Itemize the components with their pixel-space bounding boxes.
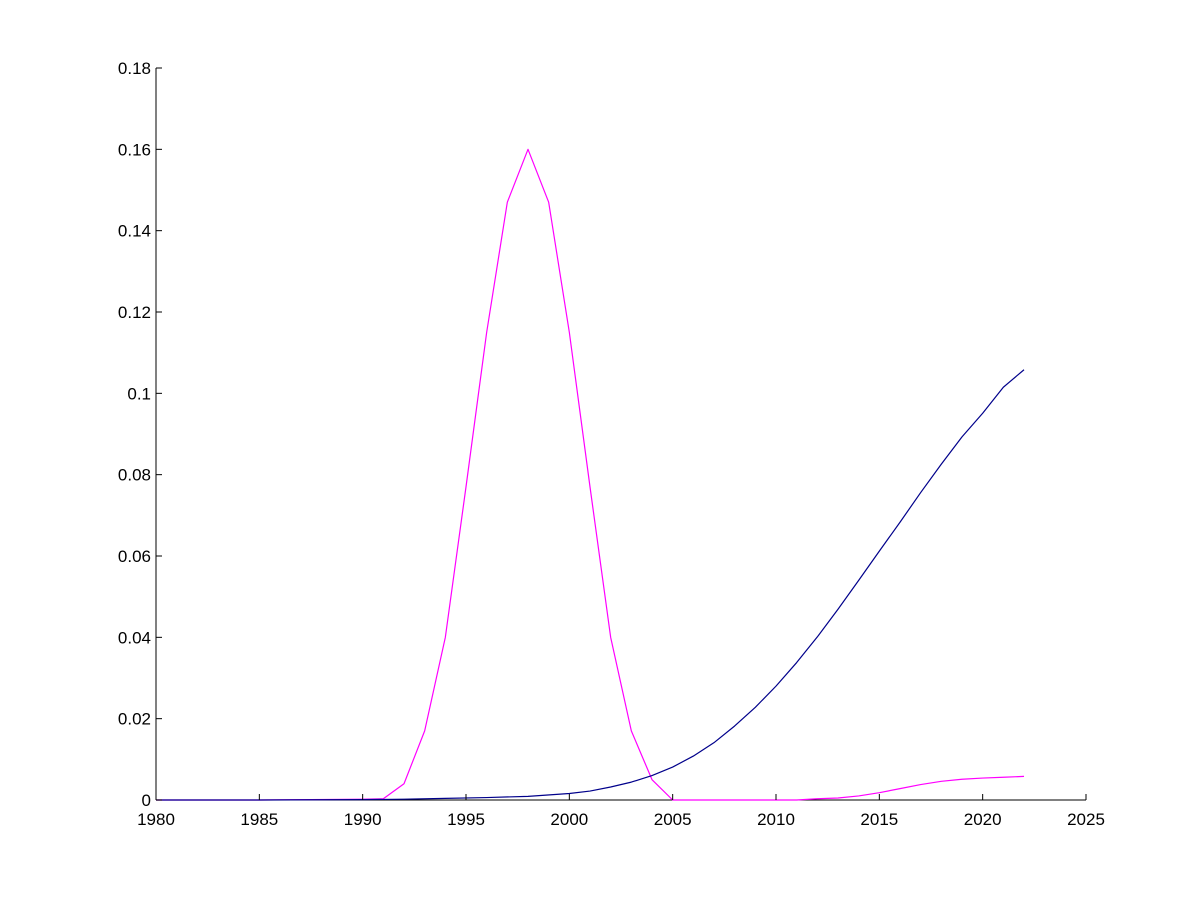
y-axis-ticks: 0 0.02 0.04 0.06 0.08 0.1 0.12 0.14 0.16 0.18 <box>118 59 162 810</box>
series-lines <box>156 148 1025 801</box>
x-axis-ticks: 1980 1985 1990 1995 2000 2005 2010 2015 2020 2025 <box>137 794 1105 829</box>
x-tick-label: 1995 <box>447 810 485 829</box>
x-tick-label: 2000 <box>550 810 588 829</box>
x-tick-label: 2025 <box>1067 810 1105 829</box>
series-line-2 <box>156 369 1025 801</box>
x-tick-label: 1980 <box>137 810 175 829</box>
y-tick-label: 0.08 <box>118 466 151 485</box>
series-line-1 <box>156 148 1025 801</box>
y-tick-label: 0.04 <box>118 628 151 647</box>
y-tick-label: 0.1 <box>127 384 151 403</box>
y-tick-label: 0.06 <box>118 547 151 566</box>
x-tick-label: 2020 <box>964 810 1002 829</box>
y-tick-label: 0.16 <box>118 140 151 159</box>
x-tick-label: 2015 <box>860 810 898 829</box>
x-tick-label: 2010 <box>757 810 795 829</box>
x-tick-label: 2005 <box>654 810 692 829</box>
axes <box>155 68 1086 801</box>
y-tick-label: 0.02 <box>118 710 151 729</box>
y-tick-label: 0.12 <box>118 303 151 322</box>
y-tick-label: 0.18 <box>118 59 151 78</box>
x-tick-label: 1990 <box>344 810 382 829</box>
y-tick-label: 0.14 <box>118 222 151 241</box>
x-tick-label: 1985 <box>240 810 278 829</box>
y-tick-label: 0 <box>142 791 151 810</box>
